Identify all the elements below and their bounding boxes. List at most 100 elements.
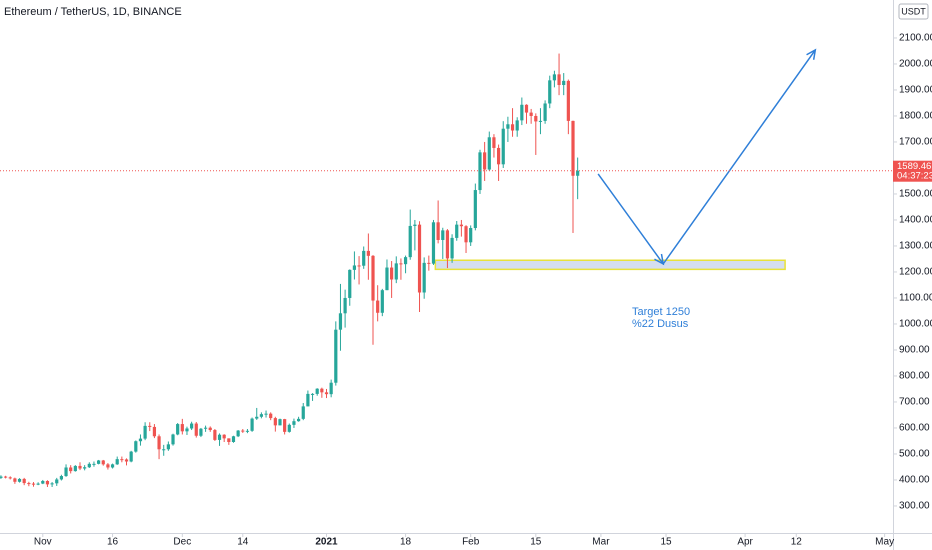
candle-body	[357, 265, 361, 267]
candle-body	[492, 137, 496, 148]
last-price-box	[893, 160, 932, 182]
y-tick-label: 500.00	[899, 449, 930, 460]
candle-body	[203, 427, 208, 429]
x-tick-label: 2021	[315, 537, 338, 548]
candle-body	[464, 226, 468, 243]
candle-body	[176, 424, 180, 435]
x-tick-label: Mar	[592, 537, 610, 548]
candle-body	[120, 459, 124, 461]
candle-body	[78, 465, 82, 469]
x-tick-label: Dec	[173, 537, 191, 548]
candle-body	[399, 263, 403, 265]
candle-body	[441, 230, 445, 240]
candle-body	[487, 137, 491, 170]
candle-body	[208, 427, 212, 431]
candle-body	[506, 124, 510, 129]
candle-body	[231, 436, 236, 442]
candle-body	[534, 115, 538, 122]
candle-body	[185, 428, 189, 432]
candle-body	[227, 438, 231, 442]
candle-body	[129, 451, 133, 462]
x-tick-label: 14	[237, 537, 249, 548]
candle-body	[334, 329, 338, 383]
candle-body	[264, 413, 268, 415]
candle-body	[31, 483, 36, 485]
x-tick-label: 16	[107, 537, 119, 548]
candle-body	[436, 222, 440, 240]
y-tick-label: 1000.00	[899, 319, 932, 330]
candle-body	[427, 262, 431, 264]
candle-body	[287, 424, 291, 432]
candle-body	[22, 478, 26, 484]
candle-body	[515, 120, 519, 131]
x-tick-label: Apr	[737, 537, 753, 548]
candle-body	[41, 481, 45, 484]
candle-body	[296, 418, 301, 422]
x-tick-label: Feb	[462, 537, 480, 548]
candle-body	[385, 267, 389, 291]
candle-body	[27, 483, 31, 485]
y-tick-label: 600.00	[899, 423, 930, 434]
candle-body	[69, 467, 73, 472]
annotation-text: %22 Dusus	[632, 318, 689, 330]
candle-body	[236, 430, 240, 437]
candle-body	[166, 444, 170, 450]
candle-body	[217, 434, 222, 440]
candle-body	[83, 467, 87, 469]
candle-body	[478, 152, 482, 191]
candle-body	[245, 430, 250, 432]
candle-body	[543, 103, 547, 121]
candle-body	[562, 80, 566, 86]
y-tick-label: 1800.00	[899, 111, 932, 122]
candle-body	[143, 425, 147, 439]
candle-body	[403, 257, 408, 265]
x-tick-label: May	[875, 537, 894, 548]
y-tick-label: 1400.00	[899, 215, 932, 226]
candle-body	[106, 464, 110, 468]
y-tick-label: 700.00	[899, 397, 930, 408]
candle-body	[366, 250, 370, 256]
y-tick-label: 2000.00	[899, 59, 932, 70]
candle-body	[138, 438, 143, 442]
candle-body	[222, 434, 226, 439]
candle-body	[394, 263, 398, 280]
candle-body	[250, 418, 254, 431]
candle-body	[278, 419, 282, 426]
candle-body	[194, 423, 198, 436]
currency[interactable]: USDT	[901, 6, 926, 16]
candle-body	[190, 423, 194, 429]
candle-body	[450, 237, 454, 259]
candle-body	[496, 147, 501, 165]
arrow-head	[654, 253, 665, 266]
candle-body	[408, 225, 412, 258]
y-tick-label: 2100.00	[899, 33, 932, 44]
candle-body	[13, 478, 17, 482]
candle-body	[473, 190, 477, 229]
candle-body	[380, 290, 384, 313]
candle-body	[101, 460, 105, 465]
candle-body	[510, 124, 515, 131]
candle-body	[524, 104, 529, 113]
x-tick-label: Nov	[34, 537, 52, 548]
candle-body	[162, 449, 166, 451]
candle-body	[171, 434, 175, 445]
candle-body	[59, 476, 63, 480]
candle-body	[269, 413, 273, 419]
candle-body	[469, 228, 473, 243]
candle-body	[55, 479, 59, 484]
candle-body	[315, 388, 319, 394]
candle-body	[422, 262, 426, 293]
y-tick-label: 1300.00	[899, 241, 932, 252]
candle-body	[413, 224, 417, 226]
candle-body	[352, 265, 357, 270]
candle-body	[371, 255, 375, 301]
candle-body	[445, 230, 450, 259]
y-tick-label: 400.00	[899, 475, 930, 486]
candle-body	[273, 418, 277, 426]
y-tick-label: 1700.00	[899, 137, 932, 148]
currency-box[interactable]	[898, 3, 929, 20]
candle-body	[17, 478, 22, 482]
arrow-head	[806, 48, 817, 60]
